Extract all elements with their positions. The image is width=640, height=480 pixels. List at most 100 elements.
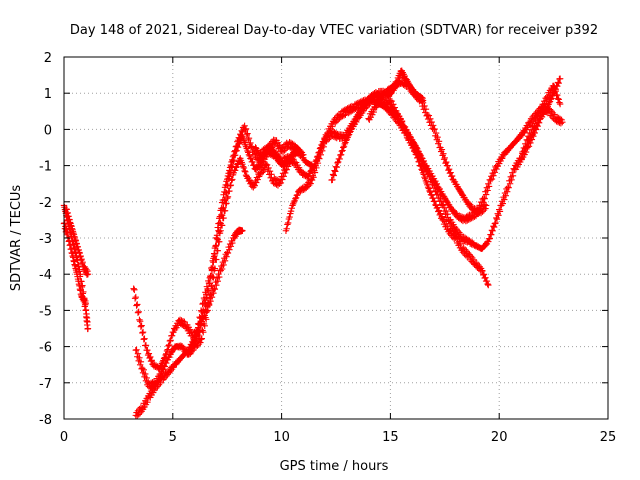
data-point-interp [541, 100, 549, 107]
data-point-interp [195, 340, 203, 348]
data-point-interp [332, 168, 339, 175]
marks-layer [60, 67, 566, 420]
data-point-interp [489, 227, 496, 235]
data-point-interp [431, 182, 438, 189]
data-point-interp [314, 159, 322, 167]
data-series-track-12 [385, 67, 427, 105]
data-point-interp [342, 137, 350, 144]
data-point-interp [147, 357, 155, 365]
data-point-interp [227, 169, 235, 176]
data-point-interp [457, 240, 464, 248]
data-point [297, 151, 305, 158]
y-tick-label: -3 [39, 232, 52, 247]
data-point-interp [226, 246, 233, 253]
data-point-interp [221, 196, 228, 203]
data-point-interp [201, 312, 208, 319]
data-point [556, 75, 564, 82]
data-point-interp [204, 285, 211, 292]
data-point-interp [532, 120, 540, 127]
data-point-interp [462, 217, 470, 225]
data-point-interp [294, 191, 301, 198]
data-point-interp [482, 191, 490, 198]
data-point-interp [444, 210, 451, 218]
data-point-interp [363, 104, 370, 111]
data-point-interp [271, 148, 278, 156]
data-point-interp [330, 172, 338, 179]
data-point [341, 140, 348, 148]
data-point-interp [540, 103, 547, 111]
data-point-interp [134, 309, 142, 316]
data-point-interp [145, 350, 153, 357]
data-point-interp [384, 100, 391, 107]
data-point-interp [272, 149, 279, 157]
data-point-interp [211, 285, 219, 293]
data-point [426, 187, 433, 195]
data-point-interp [339, 113, 346, 120]
data-point [556, 100, 564, 108]
data-series-track-8 [252, 136, 305, 162]
data-point-interp [135, 308, 142, 315]
data-point-interp [451, 208, 459, 216]
data-point-interp [133, 302, 140, 309]
data-point-interp [160, 366, 167, 374]
data-point-interp [345, 132, 352, 139]
data-point [226, 173, 233, 180]
data-point-interp [268, 142, 275, 150]
data-point-interp [469, 214, 477, 221]
data-point-interp [503, 188, 511, 195]
data-point [304, 173, 311, 180]
data-point-interp [196, 313, 203, 321]
data-point-interp [466, 215, 474, 223]
data-point-interp [412, 142, 419, 150]
x-tick-label: 10 [273, 430, 290, 445]
data-point-interp [242, 126, 249, 134]
data-point-interp [265, 164, 272, 172]
data-point [371, 104, 379, 111]
y-tick-label: 0 [44, 123, 52, 138]
data-point-interp [288, 204, 295, 212]
data-point-interp [284, 163, 292, 170]
data-point-interp [485, 183, 493, 190]
data-point [187, 350, 194, 358]
data-point-interp [247, 155, 255, 163]
data-point-interp [435, 191, 443, 199]
data-point-interp [501, 196, 508, 203]
data-point-interp [288, 155, 295, 162]
data-point [82, 299, 89, 307]
data-point-interp [388, 97, 396, 105]
data-point-interp [215, 270, 222, 278]
data-point-interp [538, 107, 546, 114]
data-point-interp [201, 296, 208, 304]
data-point-interp [136, 316, 143, 324]
data-point-interp [161, 363, 169, 370]
data-point [200, 299, 207, 307]
data-point-interp [552, 87, 559, 95]
data-point-interp [230, 157, 237, 165]
data-point [239, 227, 246, 234]
data-point-interp [456, 212, 463, 219]
data-point-interp [431, 125, 438, 133]
data-point-interp [197, 314, 204, 322]
data-point-interp [205, 301, 213, 309]
data-point-interp [253, 179, 260, 186]
data-point-interp [268, 171, 275, 178]
data-point-interp [519, 151, 527, 158]
data-point-interp [269, 141, 277, 148]
data-point [550, 82, 557, 90]
data-point-interp [141, 335, 148, 342]
data-point-interp [481, 195, 488, 202]
data-point [485, 238, 492, 245]
data-point-interp [226, 168, 234, 176]
data-point-interp [557, 120, 565, 127]
data-point-interp [221, 197, 229, 204]
data-point-interp [214, 247, 221, 254]
data-point-interp [303, 184, 310, 192]
data-point-interp [438, 198, 446, 205]
data-point-interp [425, 112, 433, 119]
y-tick-label: -7 [39, 377, 52, 392]
data-point-interp [522, 143, 530, 150]
data-point-interp [505, 184, 512, 191]
data-point-interp [142, 370, 149, 378]
data-point-interp [223, 253, 230, 260]
data-point-interp [555, 79, 562, 87]
